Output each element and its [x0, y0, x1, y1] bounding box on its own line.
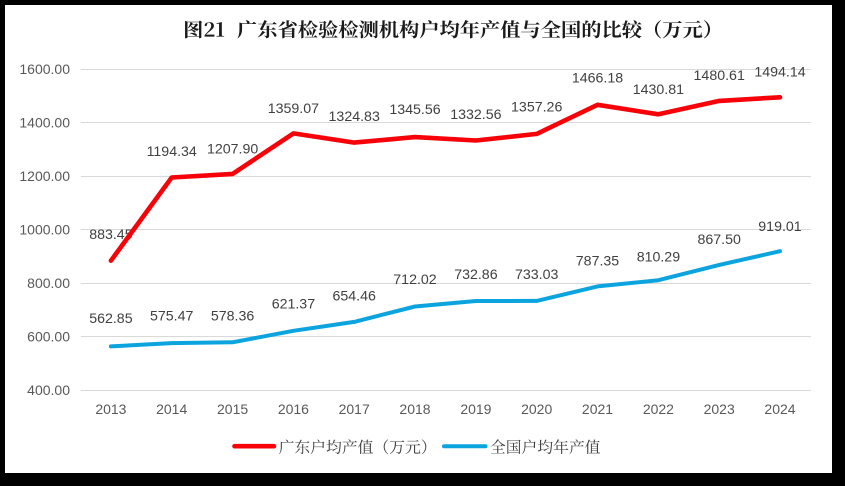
svg-text:1324.83: 1324.83	[329, 109, 380, 125]
svg-text:621.37: 621.37	[272, 296, 316, 312]
svg-text:1207.90: 1207.90	[207, 141, 258, 157]
svg-text:1345.56: 1345.56	[389, 102, 440, 118]
svg-text:800.00: 800.00	[27, 275, 70, 291]
svg-text:1480.61: 1480.61	[694, 68, 745, 84]
svg-text:1000.00: 1000.00	[19, 221, 70, 237]
svg-text:1466.18: 1466.18	[572, 71, 623, 87]
svg-text:2022: 2022	[643, 401, 674, 417]
svg-text:867.50: 867.50	[697, 232, 741, 248]
svg-text:1200.00: 1200.00	[19, 168, 70, 184]
svg-text:2019: 2019	[460, 401, 491, 417]
svg-text:1430.81: 1430.81	[633, 82, 684, 98]
svg-text:1400.00: 1400.00	[19, 114, 70, 130]
svg-text:2013: 2013	[95, 401, 126, 417]
svg-text:2024: 2024	[764, 401, 795, 417]
svg-text:2023: 2023	[704, 401, 735, 417]
svg-text:2015: 2015	[217, 401, 248, 417]
svg-text:1357.26: 1357.26	[511, 99, 562, 115]
svg-text:787.35: 787.35	[576, 253, 620, 269]
svg-text:1194.34: 1194.34	[147, 144, 197, 160]
svg-text:600.00: 600.00	[27, 328, 70, 344]
svg-text:2017: 2017	[339, 401, 370, 417]
svg-text:712.02: 712.02	[393, 272, 437, 288]
svg-text:2021: 2021	[582, 401, 613, 417]
svg-text:578.36: 578.36	[211, 308, 255, 324]
svg-text:919.01: 919.01	[758, 219, 802, 235]
svg-text:2014: 2014	[156, 401, 187, 417]
svg-text:1600.00: 1600.00	[19, 61, 70, 77]
svg-text:2016: 2016	[278, 401, 309, 417]
svg-text:732.86: 732.86	[454, 267, 498, 283]
svg-text:400.00: 400.00	[27, 382, 70, 398]
svg-text:2020: 2020	[521, 401, 552, 417]
svg-text:575.47: 575.47	[150, 308, 194, 324]
svg-text:2018: 2018	[399, 401, 430, 417]
svg-text:883.45: 883.45	[89, 227, 133, 243]
svg-text:733.03: 733.03	[515, 267, 559, 283]
svg-text:1332.56: 1332.56	[450, 107, 501, 123]
svg-text:1494.14: 1494.14	[754, 65, 805, 81]
svg-text:562.85: 562.85	[89, 311, 133, 327]
svg-text:654.46: 654.46	[332, 288, 376, 304]
svg-text:1359.07: 1359.07	[268, 101, 319, 117]
svg-text:810.29: 810.29	[637, 249, 681, 265]
